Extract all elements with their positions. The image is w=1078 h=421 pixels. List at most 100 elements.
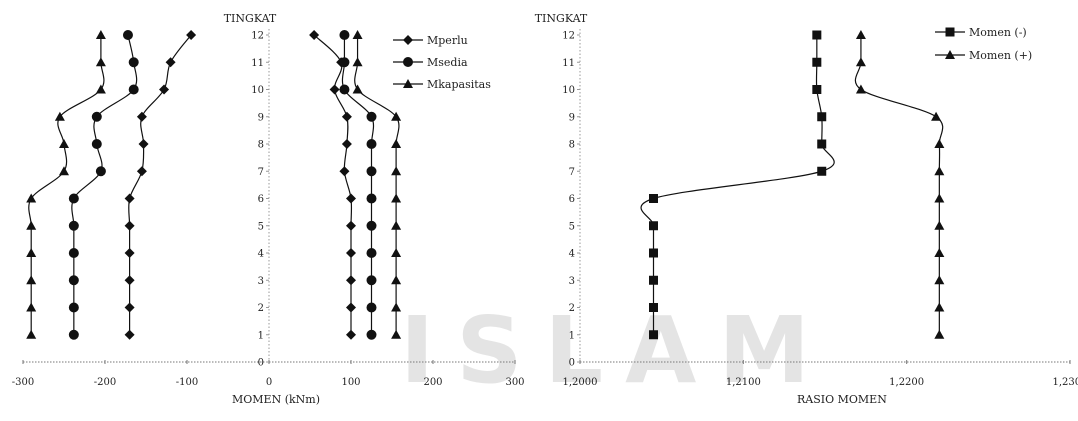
data-point: [95, 166, 106, 177]
y-tick-label: 5: [258, 221, 264, 232]
data-point: [366, 193, 377, 204]
data-point: [95, 57, 106, 67]
series-line: [854, 35, 944, 335]
y-tick-label: 4: [569, 249, 575, 260]
data-point: [934, 275, 945, 285]
data-point: [931, 111, 942, 121]
data-point: [366, 302, 377, 313]
data-point: [59, 166, 69, 176]
legend-marker: [403, 79, 413, 88]
data-point: [391, 302, 402, 312]
y-tick-label: 11: [251, 58, 264, 69]
x-tick-label: 200: [423, 377, 442, 388]
data-point: [934, 302, 945, 312]
data-point: [124, 329, 135, 340]
y-tick-label: 12: [251, 31, 264, 42]
series-line: [640, 35, 835, 335]
data-point: [26, 275, 37, 285]
data-point: [391, 275, 402, 285]
data-point: [91, 139, 102, 149]
series-line: [28, 35, 105, 335]
data-point: [124, 220, 135, 231]
data-point: [54, 111, 65, 121]
data-point: [812, 85, 822, 94]
data-point: [366, 220, 377, 231]
data-point: [68, 193, 79, 204]
legend-label: Mkapasitas: [427, 78, 491, 91]
data-point: [339, 84, 350, 95]
series-momen: [640, 30, 835, 340]
data-point: [339, 57, 350, 68]
legend: Mperlu Msedia Mkapasitas: [393, 34, 491, 91]
data-point: [95, 30, 106, 39]
legend-entry-mkapasitas: Mkapasitas: [393, 78, 491, 91]
data-point: [128, 84, 139, 95]
data-point: [124, 248, 135, 258]
data-point: [91, 111, 102, 122]
data-point: [122, 30, 133, 40]
data-point: [366, 111, 377, 122]
data-point: [391, 248, 402, 257]
data-point: [346, 220, 356, 231]
data-point: [934, 248, 945, 257]
data-point: [341, 139, 352, 149]
series-msedia-negative: [68, 30, 139, 340]
data-point: [59, 139, 69, 148]
y-tick-label: 7: [569, 167, 575, 178]
y-tick-label: 1: [569, 330, 575, 341]
data-point: [352, 57, 363, 67]
data-point: [124, 275, 135, 286]
data-point: [346, 329, 356, 340]
data-point: [186, 30, 197, 40]
y-tick-label: 6: [569, 194, 575, 205]
legend-entry-mperlu: Mperlu: [393, 34, 468, 47]
series-line: [128, 34, 192, 335]
x-tick-label: -100: [176, 377, 198, 388]
series-msedia-positive: [339, 30, 377, 340]
data-point: [649, 330, 658, 340]
data-point: [649, 275, 658, 285]
data-point: [352, 30, 363, 39]
legend-marker: [403, 35, 413, 45]
data-point: [934, 166, 945, 176]
chart-moment: -300 -200 -100 0 100 200 3000123456789101112TI…: [12, 12, 525, 406]
series-mperlu-negative: [124, 30, 197, 340]
series-line: [313, 34, 353, 335]
data-point: [346, 302, 356, 313]
x-axis-title: MOMEN (kNm): [232, 393, 320, 406]
data-point: [341, 111, 352, 122]
x-tick-label: -300: [12, 377, 34, 388]
data-point: [649, 248, 658, 258]
data-point: [68, 329, 79, 340]
data-point: [817, 112, 827, 122]
data-point: [391, 220, 402, 230]
data-point: [855, 57, 866, 67]
data-point: [391, 139, 402, 148]
legend-label: Msedia: [427, 56, 468, 69]
y-tick-label: 9: [258, 112, 264, 123]
legend-label: Momen (-): [969, 26, 1027, 39]
data-point: [817, 139, 827, 149]
data-point: [165, 57, 176, 68]
x-axis-title: RASIO MOMEN: [797, 393, 887, 406]
legend-marker: [945, 50, 955, 59]
y-tick-label: 2: [569, 303, 575, 314]
y-tick-label: 8: [258, 140, 264, 151]
y-tick-label: 10: [251, 85, 264, 96]
data-point: [136, 111, 147, 122]
legend-entry-msedia: Msedia: [393, 56, 468, 69]
data-point: [366, 248, 377, 258]
data-point: [68, 248, 79, 258]
data-point: [26, 329, 37, 339]
data-point: [391, 193, 402, 203]
data-point: [136, 166, 147, 177]
y-tick-label: 2: [258, 303, 264, 314]
data-point: [329, 84, 340, 95]
y-tick-label: 1: [258, 330, 264, 341]
y-tick-label: 3: [258, 276, 264, 287]
data-point: [26, 220, 37, 230]
data-point: [934, 193, 945, 203]
y-tick-label: 5: [569, 221, 575, 232]
